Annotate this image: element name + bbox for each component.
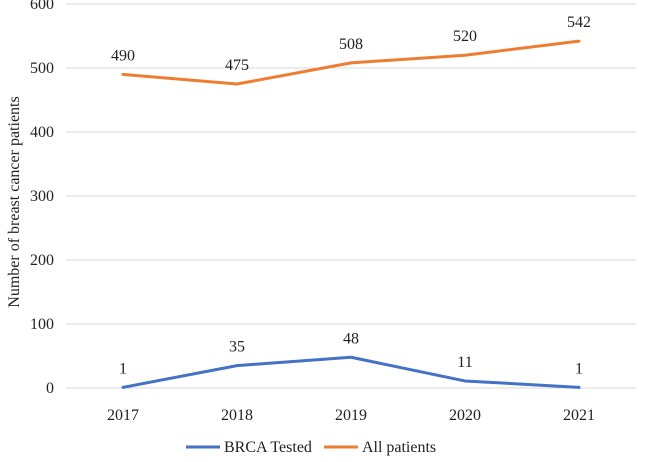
series-line-all-patients <box>121 39 581 86</box>
data-label: 490 <box>111 47 135 64</box>
x-tick-label: 2017 <box>107 407 139 424</box>
x-axis-tick-labels: 2017 2018 2019 2020 2021 <box>107 407 595 424</box>
legend: BRCA Tested All patients <box>186 439 436 456</box>
data-label: 35 <box>229 339 245 356</box>
x-tick-label: 2020 <box>449 407 481 424</box>
y-tick-label: 500 <box>30 60 54 77</box>
y-tick-label: 300 <box>30 188 54 205</box>
y-axis-tick-labels: 0 100 200 300 400 500 600 <box>30 0 54 397</box>
series-line-brca-tested <box>121 355 581 389</box>
data-label: 11 <box>457 354 472 371</box>
gridlines <box>66 3 636 325</box>
data-label: 508 <box>339 36 363 53</box>
x-tick-label: 2019 <box>335 407 367 424</box>
y-axis-title: Number of breast cancer patients <box>6 96 23 307</box>
y-tick-label: 600 <box>30 0 54 13</box>
legend-label: All patients <box>362 439 436 456</box>
y-tick-label: 200 <box>30 252 54 269</box>
x-tick-label: 2018 <box>221 407 253 424</box>
data-label: 475 <box>225 57 249 74</box>
data-label: 542 <box>567 14 591 31</box>
y-tick-label: 400 <box>30 124 54 141</box>
data-label: 1 <box>119 360 127 377</box>
y-tick-label: 0 <box>46 380 54 397</box>
legend-label: BRCA Tested <box>224 439 312 456</box>
series-lines <box>121 39 581 389</box>
data-label: 48 <box>343 330 359 347</box>
x-tick-label: 2021 <box>563 407 595 424</box>
data-label: 1 <box>575 360 583 377</box>
y-tick-label: 100 <box>30 316 54 333</box>
data-label: 520 <box>453 28 477 45</box>
